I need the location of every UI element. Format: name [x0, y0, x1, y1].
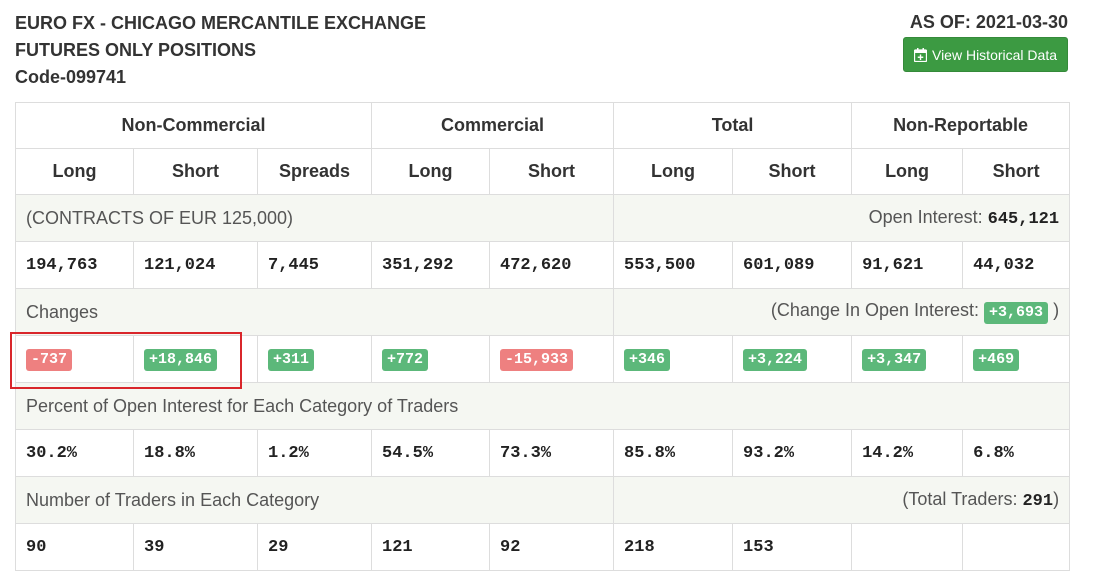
table-cell: 121,024 [133, 241, 258, 289]
change-badge: -737 [26, 349, 73, 371]
changes-label: Changes [14, 288, 615, 336]
report-title: EURO FX - CHICAGO MERCANTILE EXCHANGE FU… [15, 10, 426, 91]
contracts-values-row: 194,763 121,024 7,445 351,292 472,620 55… [15, 241, 1071, 289]
table-cell: 39 [133, 523, 258, 571]
table-cell: 553,500 [613, 241, 734, 289]
total-traders-prefix: (Total Traders: [902, 489, 1023, 509]
table-cell: 472,620 [489, 241, 615, 289]
change-badge: +469 [973, 349, 1020, 371]
table-cell: -15,933 [489, 335, 615, 383]
col-header: Long [851, 148, 964, 195]
traders-values-row: 90 39 29 121 92 218 153 [15, 523, 1071, 571]
col-header: Short [962, 148, 1071, 195]
title-line-2: FUTURES ONLY POSITIONS [15, 40, 257, 60]
table-cell: 121 [371, 523, 491, 571]
table-cell: 90 [15, 523, 134, 571]
change-badge: +3,224 [743, 349, 808, 371]
table-cell: +3,347 [851, 335, 964, 383]
total-traders-suffix: ) [1053, 489, 1060, 509]
table-cell: 18.8% [133, 429, 258, 477]
col-header: Spreads [256, 148, 373, 195]
header-right: AS OF: 2021-03-30 View Historical Data [902, 10, 1068, 72]
changes-label-row: Changes (Change In Open Interest: +3,693… [14, 288, 1071, 336]
table-cell: 93.2% [732, 429, 853, 477]
view-historical-data-label: View Historical Data [931, 46, 1057, 63]
contract-code: Code-099741 [15, 67, 127, 87]
col-header: Short [732, 148, 853, 195]
table-cell: 153 [732, 523, 853, 571]
table-cell: 6.8% [962, 429, 1071, 477]
change-badge: -15,933 [500, 349, 574, 371]
contracts-label-row: (CONTRACTS OF EUR 125,000) Open Interest… [14, 194, 1071, 242]
percent-values-row: 30.2% 18.8% 1.2% 54.5% 73.3% 85.8% 93.2%… [15, 429, 1071, 477]
table-cell: 85.8% [613, 429, 734, 477]
cot-positions-table: Non-Commercial Commercial Total Non-Repo… [14, 102, 1071, 571]
table-cell: 351,292 [371, 241, 491, 289]
change-badge: +18,846 [144, 349, 218, 371]
change-badge: +772 [382, 349, 429, 371]
table-cell: 218 [613, 523, 734, 571]
table-cell: +3,224 [732, 335, 853, 383]
traders-label: Number of Traders in Each Category [14, 476, 615, 524]
table-cell: 44,032 [962, 241, 1071, 289]
col-header: Long [371, 148, 491, 195]
table-cell [851, 523, 964, 571]
total-traders-cell: (Total Traders: 291) [613, 476, 1071, 524]
group-total: Total [613, 102, 853, 149]
percent-label: Percent of Open Interest for Each Catego… [14, 382, 1071, 430]
table-cell: +346 [613, 335, 734, 383]
table-cell: +469 [962, 335, 1071, 383]
col-header: Long [15, 148, 134, 195]
table-cell: 601,089 [732, 241, 853, 289]
table-cell: 14.2% [851, 429, 964, 477]
table-cell: 73.3% [489, 429, 615, 477]
col-header: Long [613, 148, 734, 195]
col-header: Short [133, 148, 258, 195]
percent-label-row: Percent of Open Interest for Each Catego… [14, 382, 1071, 430]
change-oi-badge: +3,693 [984, 302, 1049, 324]
table-cell: +311 [256, 335, 373, 383]
total-traders-value: 291 [1022, 492, 1054, 511]
group-header-row: Non-Commercial Commercial Total Non-Repo… [14, 102, 1071, 149]
change-open-interest-cell: (Change In Open Interest: +3,693 ) [613, 288, 1071, 336]
table-cell: +772 [371, 335, 491, 383]
table-cell: 7,445 [256, 241, 373, 289]
table-cell: 30.2% [15, 429, 134, 477]
changes-values-row: -737 +18,846 +311 +772 -15,933 +346 +3,2… [15, 335, 1071, 383]
open-interest-label: Open Interest: [868, 207, 988, 227]
change-badge: +311 [268, 349, 315, 371]
traders-label-row: Number of Traders in Each Category (Tota… [14, 476, 1071, 524]
table-cell: 91,621 [851, 241, 964, 289]
change-oi-suffix: ) [1048, 300, 1060, 320]
calendar-plus-icon [913, 47, 927, 62]
title-line-1: EURO FX - CHICAGO MERCANTILE EXCHANGE [15, 13, 427, 33]
as-of-date: AS OF: 2021-03-30 [909, 12, 1068, 32]
open-interest-value: 645,121 [987, 210, 1060, 229]
table-cell: -737 [15, 335, 134, 383]
table-cell: 194,763 [15, 241, 134, 289]
change-badge: +346 [624, 349, 671, 371]
change-oi-prefix: (Change In Open Interest: [770, 300, 985, 320]
table-cell: 29 [256, 523, 373, 571]
col-header: Short [489, 148, 615, 195]
view-historical-data-button[interactable]: View Historical Data [902, 37, 1068, 72]
group-non-commercial: Non-Commercial [14, 102, 373, 149]
table-cell: 54.5% [371, 429, 491, 477]
table-cell [962, 523, 1071, 571]
change-badge: +3,347 [862, 349, 927, 371]
column-header-row: Long Short Spreads Long Short Long Short… [15, 148, 1071, 195]
table-cell: +18,846 [133, 335, 258, 383]
table-cell: 92 [489, 523, 615, 571]
open-interest-cell: Open Interest: 645,121 [613, 194, 1071, 242]
group-commercial: Commercial [371, 102, 615, 149]
group-non-reportable: Non-Reportable [851, 102, 1071, 149]
contracts-label: (CONTRACTS OF EUR 125,000) [14, 194, 615, 242]
table-cell: 1.2% [256, 429, 373, 477]
